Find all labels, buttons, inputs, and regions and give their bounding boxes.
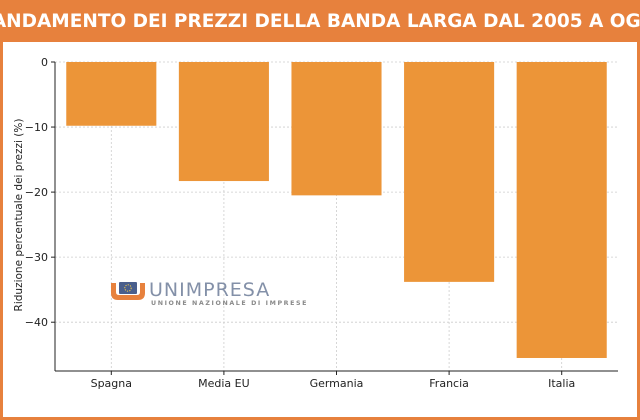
logo-emblem-icon bbox=[111, 282, 145, 300]
x-tick-label: Italia bbox=[548, 377, 575, 390]
y-tick-label: −10 bbox=[25, 121, 48, 134]
x-tick-label: Spagna bbox=[91, 377, 132, 390]
y-tick-label: 0 bbox=[41, 56, 48, 69]
x-tick-label: Media EU bbox=[198, 377, 250, 390]
y-tick-label: −20 bbox=[25, 186, 48, 199]
x-tick-label: Germania bbox=[310, 377, 364, 390]
bar-spagna bbox=[66, 62, 157, 126]
bar-italia bbox=[516, 62, 607, 358]
ticks-layer: 0 −10 −20 −30 −40 Spagna Media EU Germania Franc… bbox=[25, 56, 575, 390]
logo-tagline: UNIONE NAZIONALE DI IMPRESE bbox=[151, 300, 308, 307]
title-bar: L’ANDAMENTO DEI PREZZI DELLA BANDA LARGA… bbox=[0, 0, 640, 42]
x-tick-label: Francia bbox=[429, 377, 469, 390]
bar-media-eu bbox=[178, 62, 269, 182]
chart-title: L’ANDAMENTO DEI PREZZI DELLA BANDA LARGA… bbox=[0, 10, 640, 32]
bars-layer bbox=[66, 62, 607, 358]
y-tick-label: −30 bbox=[25, 251, 48, 264]
logo-name: UNIMPRESA bbox=[149, 279, 270, 301]
bar-germania bbox=[291, 62, 382, 196]
y-axis-label: Riduzione percentuale dei prezzi (%) bbox=[13, 119, 25, 312]
y-tick-label: −40 bbox=[25, 316, 48, 329]
unimpresa-logo: UNIMPRESA UNIONE NAZIONALE DI IMPRESE bbox=[111, 279, 308, 307]
bar-francia bbox=[404, 62, 495, 282]
